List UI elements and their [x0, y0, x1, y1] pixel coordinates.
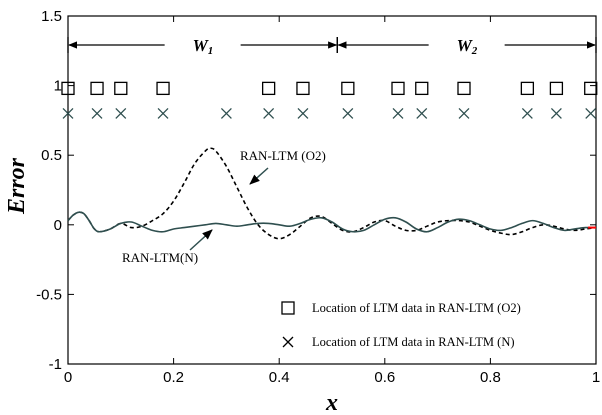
- cross-marker: [115, 107, 127, 119]
- x-tick-label: 0.4: [269, 369, 290, 386]
- window-brackets: W1 W2: [67, 36, 597, 57]
- y-tick-label: 1: [54, 78, 62, 95]
- square-marker: [584, 81, 598, 96]
- square-marker: [520, 81, 535, 96]
- square-marker: [61, 81, 75, 96]
- window-label-1: W1: [193, 36, 214, 57]
- window-label-2: W2: [457, 36, 478, 57]
- square-marker: [341, 81, 355, 96]
- cross-marker: [458, 107, 470, 119]
- cross-marker: [157, 107, 169, 119]
- tick-labels: 0 0.2 0.4 0.6 0.8 1 -1 -0.5 0 0.5 1 1.5: [36, 8, 600, 386]
- x-tick-label: 0.6: [374, 369, 395, 386]
- x-tick-label: 1: [592, 369, 600, 386]
- x-tick-label: 0.2: [163, 369, 184, 386]
- legend-label-o2: Location of LTM data in RAN-LTM (O2): [312, 301, 521, 315]
- square-marker: [114, 81, 128, 96]
- legend: Location of LTM data in RAN-LTM (O2) Loca…: [281, 301, 521, 349]
- square-marker: [415, 81, 429, 96]
- cross-marker: [585, 107, 597, 119]
- series-line-n: [67, 211, 597, 233]
- annotation-o2: RAN-LTM (O2): [240, 148, 326, 163]
- y-tick-label: -0.5: [36, 286, 62, 303]
- legend-cross-symbol: [282, 336, 294, 348]
- cross-marker: [91, 107, 103, 119]
- square-marker: [156, 81, 170, 96]
- x-tick-label: 0.8: [480, 369, 501, 386]
- cross-marker: [342, 107, 354, 119]
- curve-annotations: RAN-LTM (O2) RAN-LTM(N): [122, 148, 326, 265]
- cross-marker: [62, 107, 74, 119]
- y-tick-label: -1: [49, 356, 62, 373]
- y-tick-label: 1.5: [41, 8, 62, 25]
- plot-frame: [67, 15, 597, 365]
- window-label-subscript: 2: [471, 45, 478, 57]
- series-line-o2: [67, 147, 597, 240]
- cross-marker: [550, 107, 562, 119]
- tick-marks: [67, 15, 597, 365]
- window-label-subscript: 1: [208, 45, 214, 57]
- cross-marker: [392, 107, 404, 119]
- y-tick-label: 0: [54, 217, 62, 234]
- square-marker: [457, 81, 471, 96]
- annotation-n: RAN-LTM(N): [122, 250, 198, 265]
- y-tick-label: 0.5: [41, 147, 62, 164]
- cross-marker: [263, 107, 275, 119]
- square-marker: [549, 81, 564, 96]
- data-location-markers: [61, 81, 598, 119]
- cross-marker: [297, 107, 309, 119]
- cross-marker: [220, 107, 232, 119]
- annotation-o2-arrow: [249, 167, 269, 185]
- legend-label-n: Location of LTM data in RAN-LTM (N): [312, 335, 515, 349]
- cross-marker: [521, 107, 533, 119]
- plot-axes: [67, 15, 597, 365]
- x-axis-title: x: [325, 390, 338, 415]
- square-marker: [261, 81, 276, 96]
- square-marker: [296, 81, 310, 96]
- annotation-n-arrow: [189, 229, 213, 251]
- legend-square-symbol: [281, 301, 295, 315]
- square-marker: [90, 81, 104, 96]
- error-series: [67, 147, 597, 240]
- y-axis-title: Error: [4, 157, 30, 215]
- square-marker: [391, 81, 405, 96]
- cross-marker: [416, 107, 428, 119]
- x-tick-label: 0: [64, 369, 72, 386]
